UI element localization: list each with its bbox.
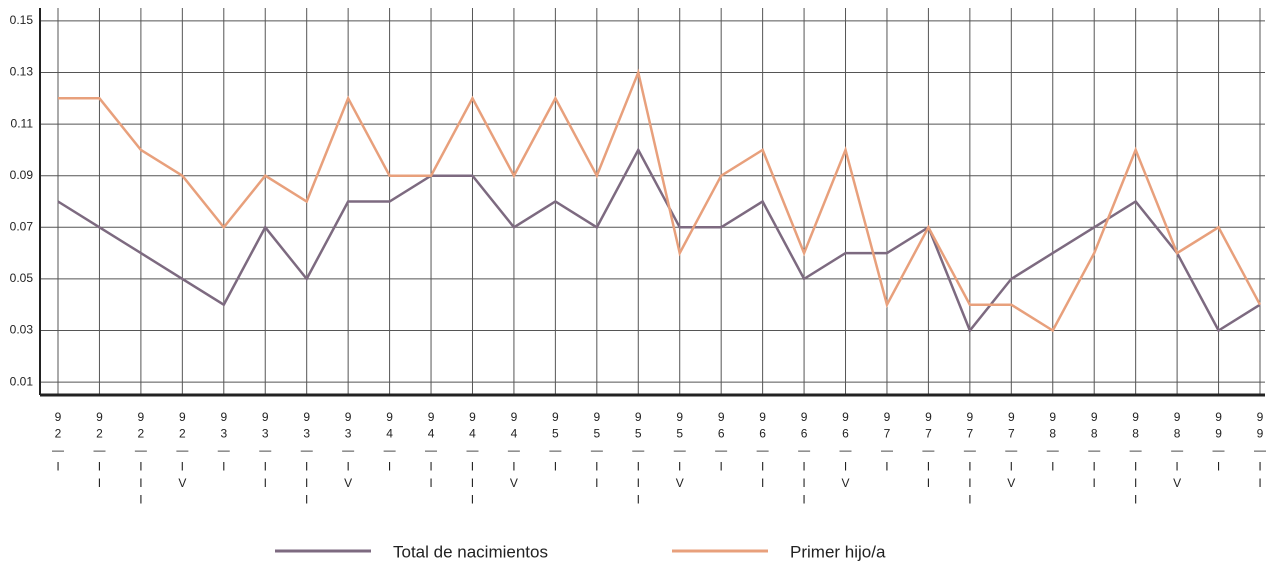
- x-tick-label: 9 8— I V: [1171, 410, 1183, 490]
- x-tick-label: 9 3— I I: [259, 410, 271, 490]
- x-tick-label: 9 7— I: [881, 410, 893, 474]
- x-tick-label: 9 2— I I I: [135, 410, 147, 507]
- x-tick-label: 9 3— I V: [342, 410, 354, 490]
- x-tick-label: 9 4— I V: [508, 410, 520, 490]
- y-tick-label: 0.15: [10, 13, 34, 27]
- y-tick-label: 0.05: [10, 271, 34, 285]
- x-tick-label: 9 5— I V: [674, 410, 686, 490]
- x-tick-label: 9 7— I V: [1005, 410, 1017, 490]
- legend-text: Total de nacimientos: [393, 542, 548, 561]
- x-tick-label: 9 8— I I: [1088, 410, 1100, 490]
- y-tick-label: 0.09: [10, 168, 34, 182]
- x-tick-label: 9 5— I: [549, 410, 561, 474]
- y-tick-label: 0.03: [10, 323, 34, 337]
- x-tick-label: 9 9— I: [1213, 410, 1225, 474]
- x-tick-label: 9 8— I: [1047, 410, 1059, 474]
- legend-text: Primer hijo/a: [790, 542, 886, 561]
- x-tick-label: 9 8— I I I: [1130, 410, 1142, 507]
- x-tick-label: 9 3— I I I: [301, 410, 313, 507]
- series-line: [57, 147, 1261, 333]
- x-tick-label: 9 6— I: [715, 410, 727, 474]
- y-tick-label: 0.11: [11, 116, 34, 130]
- x-tick-label: 9 3— I: [218, 410, 230, 474]
- x-tick-label: 9 4— I I I: [466, 410, 478, 507]
- x-tick-label: 9 6— I I: [757, 410, 769, 490]
- y-tick-label: 0.01: [10, 374, 34, 388]
- x-tick-label: 9 7— I I: [922, 410, 934, 490]
- x-tick-label: 9 5— I I I: [632, 410, 644, 507]
- x-tick-label: 9 2— I: [52, 410, 64, 474]
- x-tick-label: 9 6— I V: [840, 410, 852, 490]
- x-tick-label: 9 2— I I: [93, 410, 105, 490]
- x-tick-label: 9 2— I V: [176, 410, 188, 490]
- x-tick-label: 9 6— I I I: [798, 410, 810, 507]
- x-tick-label: 9 4— I: [384, 410, 396, 474]
- x-tick-label: 9 5— I I: [591, 410, 603, 490]
- series-line: [58, 68, 1262, 333]
- y-tick-label: 0.07: [10, 219, 34, 233]
- x-tick-label: 9 4— I I: [425, 410, 437, 490]
- y-tick-label: 0.13: [10, 65, 34, 79]
- x-tick-label: 9 7— I I I: [964, 410, 976, 507]
- x-tick-label: 9 9— I I: [1254, 410, 1266, 490]
